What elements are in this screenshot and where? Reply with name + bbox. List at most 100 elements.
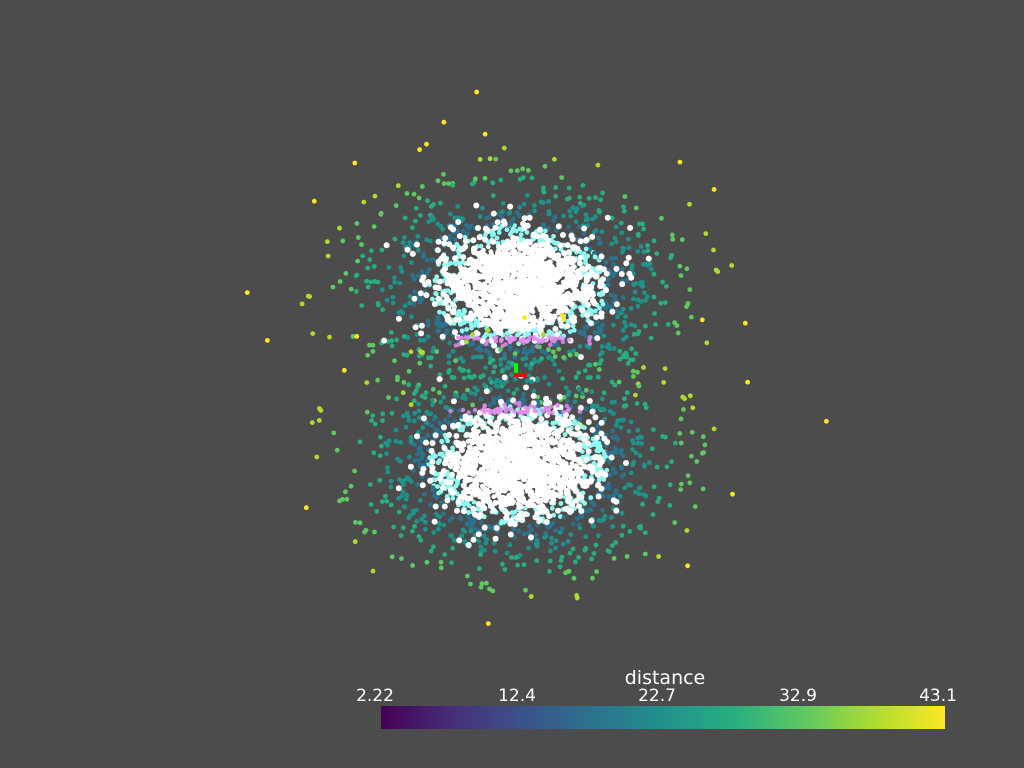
scatter-point	[508, 406, 514, 411]
scatter-point	[455, 294, 462, 301]
scatter-point	[549, 499, 556, 506]
scatter-point	[531, 388, 537, 394]
scatter-point	[419, 277, 426, 284]
scatter-point	[542, 234, 549, 240]
scatter-point	[352, 160, 358, 166]
scatter-point	[455, 204, 461, 209]
scatter-point	[566, 224, 572, 230]
scatter-point	[599, 229, 605, 235]
scatter-point	[670, 237, 676, 242]
scatter-point	[478, 420, 485, 427]
scatter-point	[407, 513, 413, 518]
scatter-point	[636, 491, 642, 497]
scatter-point	[576, 522, 582, 527]
scatter-point	[370, 568, 376, 574]
scatter-point	[692, 504, 698, 509]
scatter-point	[371, 264, 377, 269]
scatter-point	[583, 387, 589, 393]
scatter-point	[553, 528, 559, 533]
scatter-point	[417, 290, 424, 297]
scatter-point	[620, 523, 626, 529]
scatter-point	[439, 471, 446, 477]
scatter-point	[678, 440, 684, 446]
scatter-point	[447, 413, 452, 419]
scatter-point	[557, 242, 564, 249]
scatter-point	[613, 470, 618, 476]
scatter-point	[344, 496, 350, 502]
scatter-point	[586, 398, 593, 404]
scatter-point	[499, 314, 506, 321]
scatter-point	[598, 458, 605, 465]
scatter-point	[512, 354, 518, 360]
scatter-point	[571, 327, 577, 333]
scatter-point	[437, 458, 443, 463]
scatter-point	[622, 319, 627, 325]
scatter-point	[587, 307, 592, 313]
scatter-point	[353, 289, 359, 294]
scatter-point	[498, 362, 504, 367]
scatter-point	[429, 458, 436, 465]
scatter-point	[504, 251, 511, 258]
scatter-point	[412, 289, 418, 295]
scatter-point	[577, 295, 584, 302]
scatter-point	[460, 259, 466, 265]
scatter-point	[325, 239, 330, 245]
scatter-point	[598, 253, 605, 260]
scatter-point	[502, 402, 507, 407]
scatter-point	[530, 344, 536, 350]
scatter-point	[687, 201, 692, 207]
scatter-point	[546, 306, 553, 313]
scatter-point	[542, 228, 548, 234]
scatter-point	[439, 333, 446, 340]
scatter-point	[417, 299, 423, 305]
scatter-point	[625, 236, 631, 242]
scatter-point	[422, 519, 428, 525]
scatter-point	[473, 485, 480, 492]
scatter-point	[477, 214, 483, 220]
scatter-point	[415, 273, 421, 278]
scatter-point	[454, 507, 460, 514]
scatter-point	[389, 554, 395, 560]
scatter-point	[470, 237, 477, 244]
scatter-point	[403, 424, 409, 430]
scatter-point	[460, 424, 466, 430]
scatter-point	[501, 374, 508, 381]
scatter-point	[421, 337, 427, 343]
scatter-point	[435, 285, 442, 291]
scatter-point	[525, 338, 530, 343]
scatter-point	[687, 393, 693, 399]
scatter-point	[508, 428, 515, 435]
scatter-point	[531, 412, 538, 419]
scatter-point	[584, 274, 591, 281]
scatter-point	[678, 416, 684, 422]
scatter-point	[446, 369, 451, 375]
scatter-point	[472, 450, 479, 457]
scatter-point	[448, 409, 453, 414]
scatter-point	[533, 532, 539, 538]
scatter-point	[663, 434, 668, 440]
scatter-point	[623, 350, 629, 356]
scatter-point	[432, 432, 439, 439]
scatter-point	[604, 214, 611, 221]
scatter-point	[553, 336, 559, 342]
scatter-point	[412, 458, 417, 464]
scatter-point	[599, 276, 606, 283]
scatter-point	[595, 374, 601, 380]
scatter-point	[620, 295, 626, 300]
scatter-point	[448, 260, 454, 266]
scatter-point	[623, 403, 629, 408]
scatter-point	[396, 509, 402, 515]
scatter-point	[419, 269, 425, 275]
scatter-point	[465, 542, 472, 549]
scatter-point	[517, 404, 522, 409]
scatter-point	[611, 346, 617, 351]
scatter-point	[450, 545, 456, 551]
scatter-point	[570, 453, 577, 460]
scatter-point	[463, 335, 468, 340]
scatter-point	[425, 198, 430, 204]
scatter-point	[527, 246, 534, 253]
scatter-point	[420, 425, 426, 431]
scatter-point	[529, 379, 534, 385]
